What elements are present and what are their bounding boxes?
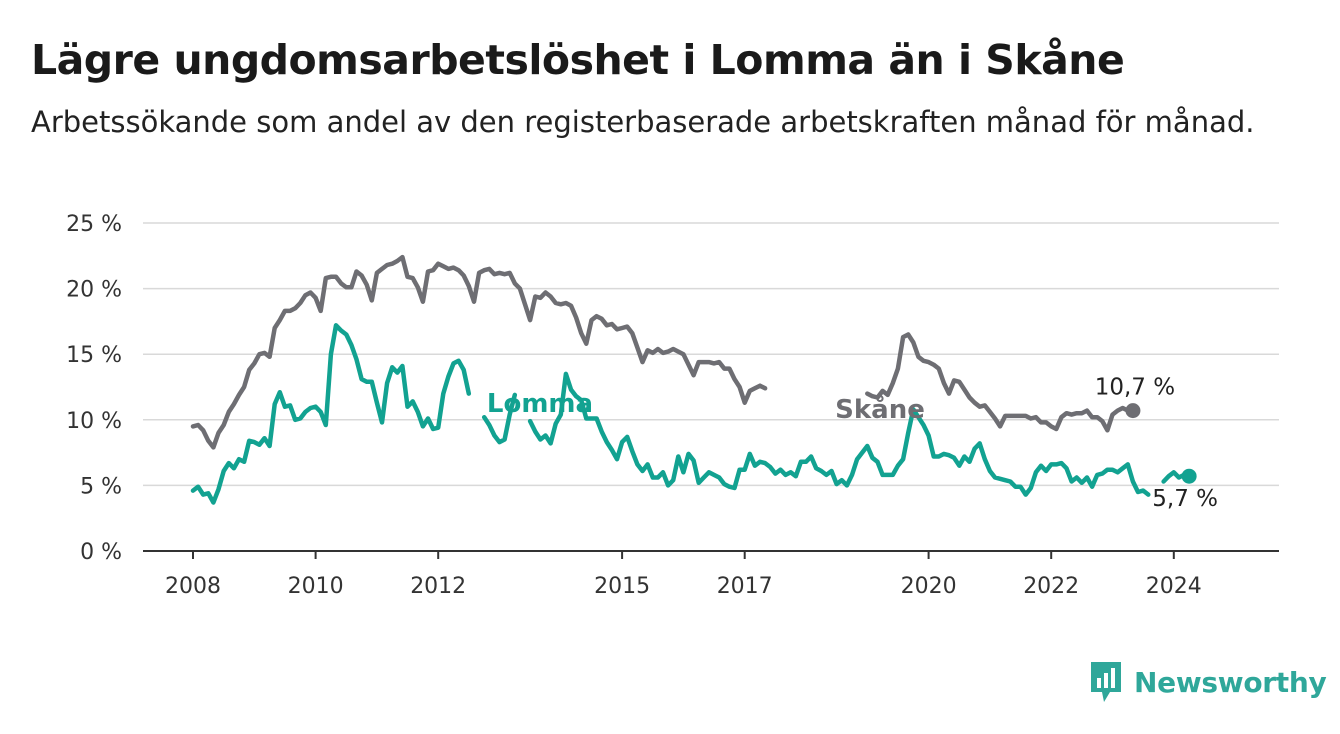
series-lines [190,254,1197,505]
y-tick-label: 10 % [66,409,122,434]
newsworthy-logo: Newsworthy [1088,660,1327,704]
end-point-skåne [1125,403,1141,419]
series-line-lomma [190,323,1192,505]
series-label-lomma: Lomma [487,389,593,419]
bar-chart-logo-icon [1091,662,1121,702]
y-tick-label: 5 % [80,474,122,499]
y-tick-label: 25 % [66,212,122,237]
y-tick-label: 20 % [66,278,122,303]
series-line-skåne [190,254,1136,450]
end-point-lomma [1181,468,1197,484]
x-tick-label: 2020 [901,574,957,599]
x-tick-label: 2024 [1146,574,1202,599]
brand-name: Newsworthy [1134,665,1327,699]
y-tick-label: 15 % [66,343,122,368]
x-tick-label: 2022 [1023,574,1079,599]
end-value-label-lomma: 5,7 % [1152,486,1218,512]
series-labels: Lomma 5,7 % Skåne 10,7 % [487,375,1218,513]
x-tick-label: 2010 [288,574,344,599]
y-axis-tick-labels: 0 % 5 % 10 % 15 % 20 % 25 % [66,212,122,565]
x-tick-label: 2008 [165,574,221,599]
series-label-skane: Skåne [835,393,925,425]
end-value-label-skane: 10,7 % [1095,375,1175,401]
x-tick-label: 2015 [594,574,650,599]
grid-lines [143,222,1279,487]
x-tick-label: 2012 [410,574,466,599]
chart-subtitle: Arbetssökande som andel av den registerb… [31,105,1255,139]
y-tick-label: 0 % [80,540,122,565]
x-axis-ticks: 2008 2010 2012 2015 2017 2020 2022 2024 [165,551,1202,599]
chart-title: Lägre ungdomsarbetslöshet i Lomma än i S… [31,36,1125,84]
x-tick-label: 2017 [717,574,773,599]
